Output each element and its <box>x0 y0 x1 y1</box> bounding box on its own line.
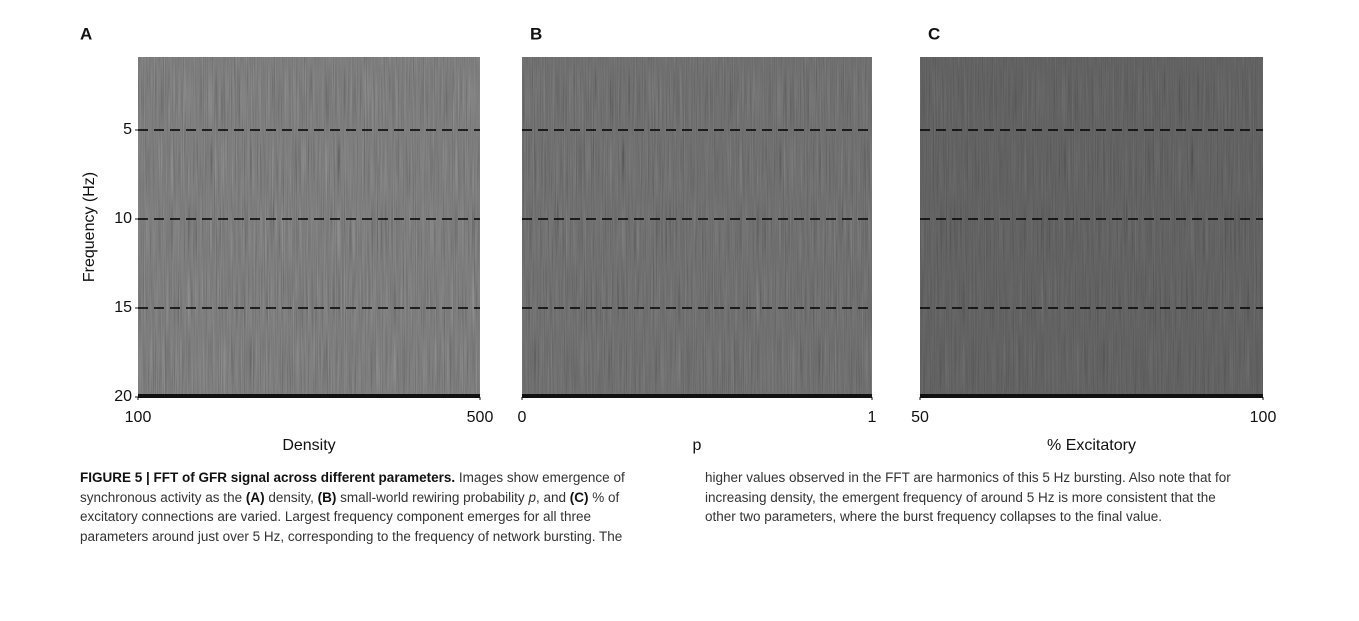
caption-text: density, <box>264 489 318 505</box>
y-axis-label: Frequency (Hz) <box>81 172 98 282</box>
caption-text: Images show emergence of synchronous act… <box>80 470 625 505</box>
panel-label: B <box>530 24 542 43</box>
y-tick-label: 20 <box>114 388 132 405</box>
y-tick-label: 5 <box>123 121 132 138</box>
y-tick-label: 15 <box>114 299 132 316</box>
x-axis-label: Density <box>282 437 335 454</box>
plot-bottom-border <box>138 394 480 398</box>
spectrogram-texture <box>522 57 872 397</box>
caption-text: % of excitatory connections are varied. … <box>80 470 1231 544</box>
caption-text: (A) <box>245 489 265 505</box>
x-tick-label: 500 <box>467 409 494 426</box>
spectrogram-texture <box>920 57 1263 397</box>
x-tick-label: 50 <box>911 409 929 426</box>
caption-text: FIGURE 5 | FFT of GFR signal across diff… <box>80 470 456 485</box>
x-tick-label: 100 <box>125 409 152 426</box>
figure: A 5 10 15 20 100 500 Density Frequency (Hz) B 0 1 p C… <box>80 24 1277 454</box>
caption-text: (C) <box>569 489 589 505</box>
panel-label: C <box>928 24 940 43</box>
x-axis-label: p <box>693 437 702 454</box>
figure-caption: FIGURE 5 | FFT of GFR signal across diff… <box>80 468 1250 546</box>
caption-text: (B) <box>317 489 337 505</box>
plot-bottom-border <box>920 394 1263 398</box>
caption-text: p <box>528 489 536 505</box>
caption-text: small-world rewiring probability <box>336 489 529 505</box>
spectrogram-texture <box>138 57 480 397</box>
y-tick-label: 10 <box>114 210 132 227</box>
x-tick-label: 1 <box>868 409 877 426</box>
caption-text: , and <box>535 489 570 505</box>
x-tick-label: 0 <box>518 409 527 426</box>
x-tick-label: 100 <box>1250 409 1277 426</box>
panel-label: A <box>80 24 92 43</box>
plot-bottom-border <box>522 394 872 398</box>
x-axis-label: % Excitatory <box>1047 437 1136 454</box>
